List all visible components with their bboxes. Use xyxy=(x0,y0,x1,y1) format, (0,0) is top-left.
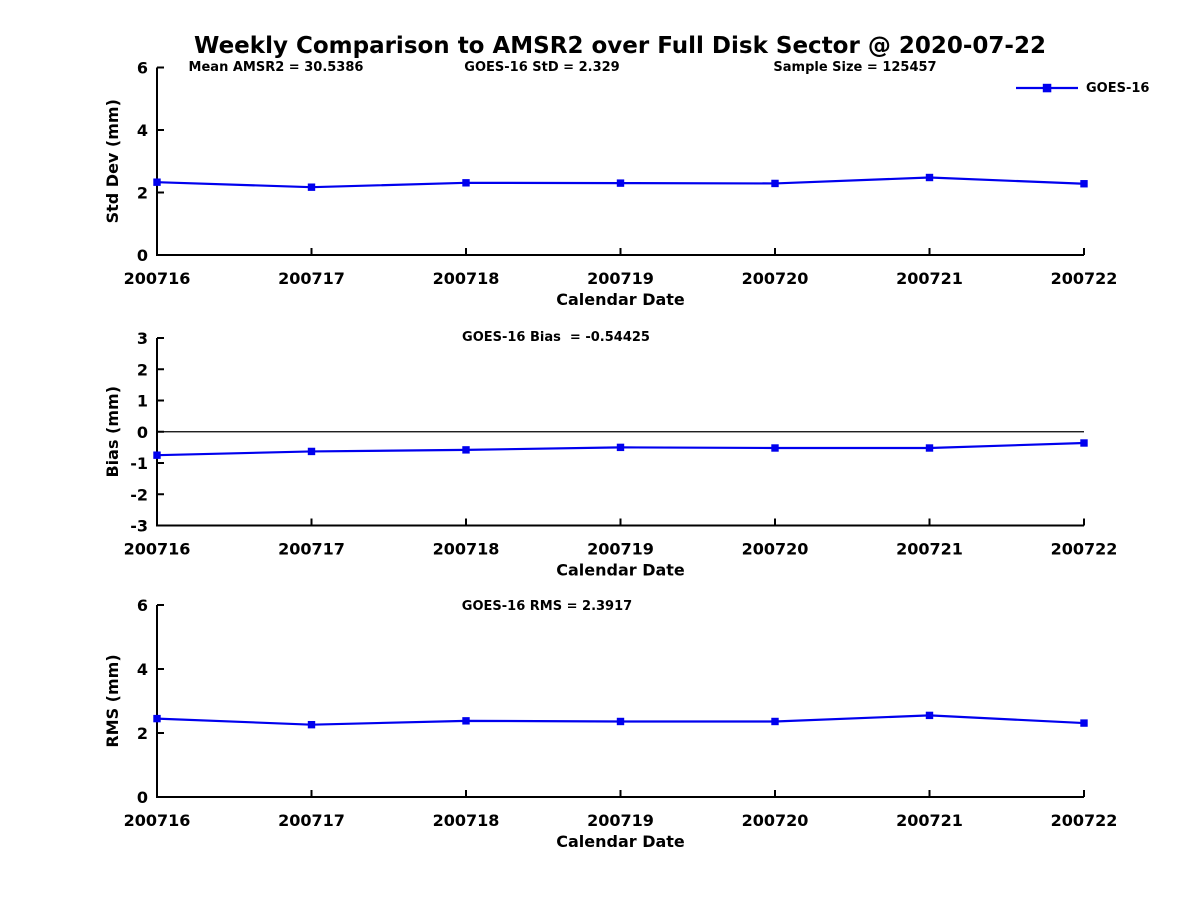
std-dev-marker xyxy=(462,179,470,187)
y-tick-label: 1 xyxy=(137,392,148,411)
x-tick-label: 200719 xyxy=(587,811,654,830)
legend-label: GOES-16 xyxy=(1086,81,1150,96)
rms-marker xyxy=(771,717,779,726)
x-tick-label: 200717 xyxy=(278,540,345,559)
y-tick-label: -1 xyxy=(130,454,148,473)
x-axis-label: Calendar Date xyxy=(556,290,685,309)
bias-marker xyxy=(616,443,625,452)
y-tick-label: 2 xyxy=(137,184,148,203)
y-tick-label: 6 xyxy=(137,59,148,78)
rms-marker xyxy=(616,717,625,726)
x-tick-label: 200719 xyxy=(587,540,654,559)
x-axis-label: Calendar Date xyxy=(556,561,685,580)
x-tick-label: 200720 xyxy=(742,540,809,559)
x-tick-label: 200721 xyxy=(896,811,963,830)
std-dev-marker xyxy=(153,178,161,186)
x-tick-label: 200717 xyxy=(278,811,345,830)
x-tick-label: 200716 xyxy=(124,269,191,288)
stat-mean-amsr2: Mean AMSR2 = 30.5386 xyxy=(188,60,364,75)
y-tick-label: 0 xyxy=(137,788,148,807)
x-tick-label: 200720 xyxy=(742,269,809,288)
std-dev-marker xyxy=(771,179,779,188)
x-axis-label: Calendar Date xyxy=(556,832,685,851)
y-tick-label: 6 xyxy=(137,596,148,615)
y-axis-label: Std Dev (mm) xyxy=(103,99,122,223)
legend xyxy=(1016,83,1078,93)
x-tick-label: 200719 xyxy=(587,269,654,288)
x-tick-label: 200722 xyxy=(1051,269,1118,288)
x-tick-label: 200717 xyxy=(278,269,345,288)
x-tick-label: 200718 xyxy=(433,269,500,288)
bias-marker xyxy=(462,446,470,454)
bias-marker xyxy=(771,444,779,452)
stat-goes16-rms: GOES-16 RMS = 2.3917 xyxy=(461,599,633,614)
y-tick-label: -2 xyxy=(130,485,148,504)
legend-marker-sample xyxy=(1042,83,1052,93)
stat-sample-size: Sample Size = 125457 xyxy=(773,60,937,75)
y-tick-label: 0 xyxy=(137,423,148,442)
x-tick-label: 200721 xyxy=(896,540,963,559)
rms-marker xyxy=(925,711,934,720)
y-axis-label: RMS (mm) xyxy=(103,654,122,747)
stat-goes16-std: GOES-16 StD = 2.329 xyxy=(464,60,620,75)
y-tick-label: 3 xyxy=(137,329,148,348)
x-tick-label: 200718 xyxy=(433,540,500,559)
x-tick-label: 200720 xyxy=(742,811,809,830)
std-dev-marker xyxy=(925,173,934,182)
y-tick-label: 4 xyxy=(137,660,148,679)
y-tick-label: 2 xyxy=(137,724,148,743)
y-axis-label: Bias (mm) xyxy=(103,386,122,478)
subplot-rms: 0 2 4 6 200716 200717 200718 200719 200720 200721… xyxy=(103,596,1117,851)
x-tick-label: 200716 xyxy=(124,540,191,559)
rms-marker xyxy=(1080,719,1088,727)
y-tick-label: 4 xyxy=(137,121,148,140)
figure-title: Weekly Comparison to AMSR2 over Full Dis… xyxy=(194,33,1046,59)
y-tick-label: -3 xyxy=(130,517,148,536)
y-tick-label: 2 xyxy=(137,360,148,379)
bias-marker xyxy=(307,447,316,456)
bias-marker xyxy=(925,444,934,452)
std-dev-marker xyxy=(616,179,625,187)
x-tick-label: 200718 xyxy=(433,811,500,830)
std-dev-marker xyxy=(307,183,316,191)
stat-goes16-bias: GOES-16 Bias = -0.54425 xyxy=(462,330,650,345)
y-tick-label: 0 xyxy=(137,246,148,265)
std-dev-marker xyxy=(1080,180,1088,188)
x-tick-label: 200721 xyxy=(896,269,963,288)
rms-marker xyxy=(153,714,161,723)
x-tick-label: 200722 xyxy=(1051,811,1118,830)
subplot-std-dev: 0 2 4 6 200716 200717 200718 200719 200720 200721… xyxy=(103,59,1117,310)
bias-marker xyxy=(1080,439,1088,447)
rms-marker xyxy=(462,717,470,725)
x-tick-label: 200722 xyxy=(1051,540,1118,559)
subplot-bias: -3 -2 -1 0 1 2 3 200716 200717 200718 200719 200720… xyxy=(103,329,1117,580)
x-tick-label: 200716 xyxy=(124,811,191,830)
bias-marker xyxy=(153,451,161,459)
rms-marker xyxy=(307,720,316,729)
